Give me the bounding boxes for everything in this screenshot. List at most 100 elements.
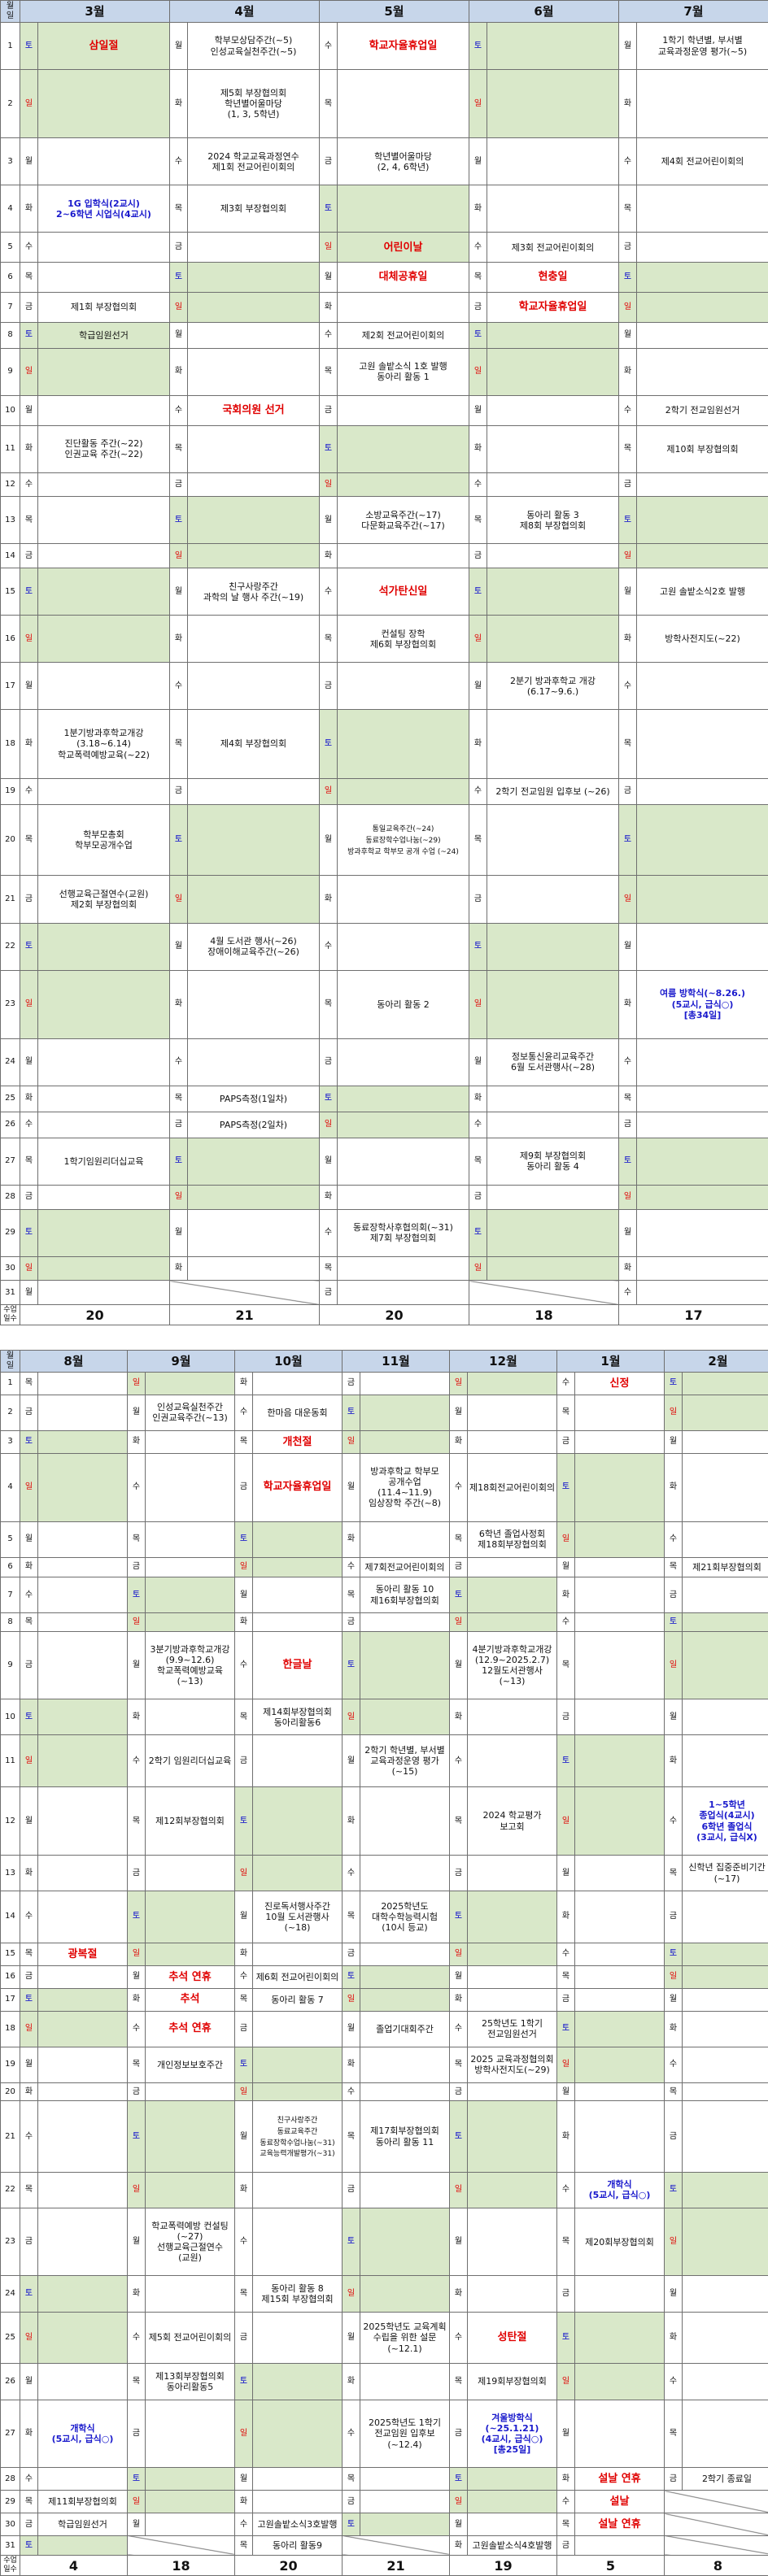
month-header: 10월 <box>234 1350 343 1373</box>
event-cell: 통일교육주간(~24) 동료장학수업나눔(~29) 방과후학교 학부모 공개 수… <box>337 803 469 877</box>
weekday-cell: 목 <box>664 1556 683 1577</box>
event-cell <box>636 1185 768 1210</box>
event-cell: 동료장학사후협의회(~31) 제7회 부장협의회 <box>337 1208 469 1257</box>
weekday-cell: 월 <box>449 1394 468 1432</box>
day-number: 11 <box>0 424 20 473</box>
event-label: 동아리 활동 3 제8회 부장협의회 <box>519 509 587 531</box>
weekday-cell: 토 <box>449 1576 468 1614</box>
weekday-cell: 금 <box>342 1942 360 1966</box>
event-cell <box>337 875 469 924</box>
event-cell <box>252 1942 343 1966</box>
event-label: 1학기 학년별, 부서별 교육과정운영 평가(~5) <box>657 35 748 57</box>
event-cell <box>252 2082 343 2102</box>
event-cell: 석가탄신일 <box>337 568 469 616</box>
weekday-cell: 목 <box>469 262 487 293</box>
weekday-cell: 금 <box>20 1630 38 1700</box>
event-cell: 1G 입학식(2교시) 2~6학년 시업식(4교시) <box>37 185 170 233</box>
weekday-cell: 화 <box>20 1556 38 1577</box>
weekday-cell: 금 <box>556 1987 575 2012</box>
day-row: 18 일 수 추석 연휴 금 월 졸업기대회주간 수 25학년도 1학기 전교임원선거 토 화 <box>0 2010 768 2047</box>
day-number: 20 <box>0 2082 20 2102</box>
event-label: 학부모총회 학부모공개수업 <box>75 829 133 851</box>
weekday-cell: 일 <box>169 875 188 924</box>
event-cell <box>636 347 768 396</box>
weekday-cell: 월 <box>556 2082 575 2102</box>
day-row: 23 일 화 목 동아리 활동 2 일 화 여름 방학식(~8.26.) (5교시, 급식○)… <box>0 969 768 1039</box>
event-cell: 제14회부장협의회 동아리활동6 <box>252 1699 343 1736</box>
weekday-cell: 수 <box>556 1372 575 1395</box>
weekday-cell: 금 <box>127 1854 146 1892</box>
weekday-cell: 금 <box>664 1891 683 1943</box>
weekday-cell: 일 <box>20 1255 38 1281</box>
event-cell: 대체공휴일 <box>337 262 469 293</box>
event-cell: 제4회 전교어린이회의 <box>636 137 768 186</box>
event-cell <box>37 2082 128 2102</box>
event-cell <box>37 1521 128 1558</box>
event-cell <box>487 1185 619 1210</box>
weekday-cell: 수 <box>556 2490 575 2514</box>
day-row: 20 목 학부모총회 학부모공개수업 토 월 통일교육주간(~24) 동료장학수업나눔(~… <box>0 803 768 877</box>
school-days-total: 20 <box>319 1304 469 1325</box>
weekday-cell: 수 <box>127 1734 146 1788</box>
event-cell <box>145 1556 235 1577</box>
event-cell <box>145 2467 235 2491</box>
weekday-cell: 월 <box>618 568 637 616</box>
event-cell: 제20회부장협의회 <box>574 2207 665 2277</box>
event-cell: 소방교육주간(~17) 다문화교육주간(~17) <box>337 496 469 545</box>
event-label: 3분기방과후학교개강(9.9~12.6) 학교폭력예방교육(~13) <box>150 1643 230 1687</box>
event-cell <box>37 69 170 139</box>
school-days-total: 20 <box>234 2555 343 2576</box>
event-cell <box>574 1854 665 1892</box>
day-number: 24 <box>0 1038 20 1086</box>
event-cell <box>636 1280 768 1306</box>
day-number: 29 <box>0 1208 20 1257</box>
event-cell: 한마음 대운동회 <box>252 1394 343 1432</box>
event-label: PAPS측정(1일차) <box>219 1093 288 1104</box>
event-cell <box>37 262 170 293</box>
weekday-cell: 일 <box>169 292 188 323</box>
weekday-cell: 토 <box>20 2535 38 2556</box>
weekday-cell: 토 <box>127 1891 146 1943</box>
event-cell: 2학기 전교임원선거 <box>636 394 768 426</box>
weekday-cell: 토 <box>618 262 637 293</box>
event-cell: 개학식 (5교시, 급식○) <box>37 2399 128 2469</box>
weekday-cell: 일 <box>234 2082 253 2102</box>
weekday-cell: 목 <box>20 262 38 293</box>
event-label: 졸업기대회주간 <box>376 2023 434 2034</box>
weekday-cell: 일 <box>234 2399 253 2469</box>
event-cell: 제12회부장협의회 <box>145 1786 235 1856</box>
weekday-cell: 수 <box>449 1452 468 1522</box>
event-cell: 정보통신윤리교육주간 6월 도서관행사(~28) <box>487 1038 619 1086</box>
weekday-cell: 일 <box>664 1630 683 1700</box>
event-label: 동아리 활동 2 <box>377 999 430 1010</box>
weekday-cell: 금 <box>319 137 338 186</box>
event-cell <box>360 1430 450 1454</box>
weekday-cell: 화 <box>169 347 188 396</box>
event-cell <box>37 1965 128 1989</box>
weekday-cell: 수 <box>664 1786 683 1856</box>
day-number: 8 <box>0 321 20 349</box>
weekday-cell: 일 <box>20 1452 38 1522</box>
empty-cell <box>342 2535 450 2556</box>
event-cell <box>574 2311 665 2365</box>
weekday-cell: 토 <box>127 2467 146 2491</box>
weekday-cell: 금 <box>342 1372 360 1395</box>
event-cell <box>467 2513 557 2536</box>
weekday-cell: 금 <box>20 2207 38 2277</box>
weekday-cell: 토 <box>20 1699 38 1736</box>
calendar-second-semester: 월 일 8월 9월 10월 11월 12월 1월 2월 1 목 일 화 금 일 수 신정 토 2 금 월 인성교육실천… <box>0 1350 768 2576</box>
weekday-cell: 화 <box>449 2275 468 2313</box>
event-cell <box>360 1394 450 1432</box>
weekday-cell: 목 <box>469 803 487 877</box>
weekday-cell: 수 <box>127 2010 146 2047</box>
weekday-cell: 화 <box>618 969 637 1039</box>
event-label: 고원솔밭소식4호발행 <box>472 2540 552 2552</box>
weekday-cell: 화 <box>449 1987 468 2012</box>
event-cell <box>360 2363 450 2400</box>
day-row: 24 토 화 목 동아리 활동 8 제15회 부장협의회 일 화 금 월 <box>0 2275 768 2313</box>
event-cell <box>467 1734 557 1788</box>
event-cell <box>682 2100 768 2173</box>
day-row: 12 월 목 제12회부장협의회 토 화 목 2024 학교평가 보고회 일 수 1~5학년 종업식… <box>0 1786 768 1856</box>
holiday-label: 학교자율휴업일 <box>369 39 438 52</box>
weekday-cell: 목 <box>127 1786 146 1856</box>
